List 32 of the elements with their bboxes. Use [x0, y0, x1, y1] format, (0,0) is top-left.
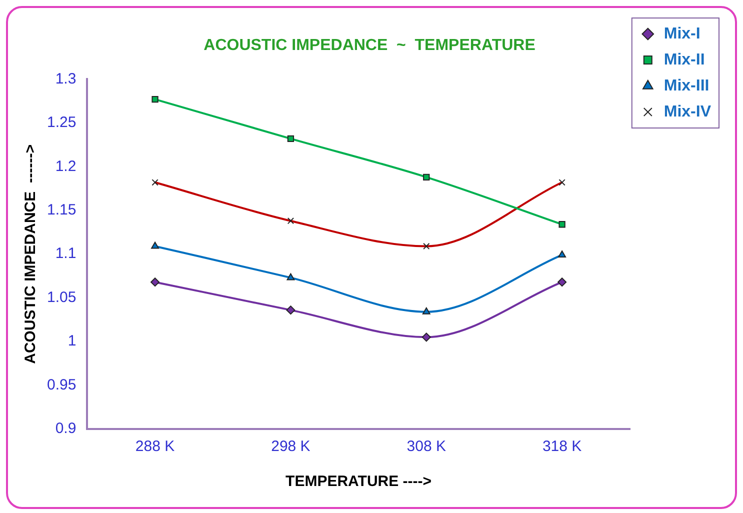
chart-title: ACOUSTIC IMPEDANCE ~ TEMPERATURE [204, 37, 536, 54]
point [286, 306, 296, 315]
y-axis-title: ACOUSTIC IMPEDANCE ------> [22, 144, 40, 364]
x-tick-label: 298 K [271, 438, 310, 456]
y-tick-label: 1 [68, 332, 76, 350]
point [422, 332, 431, 342]
legend-label: Mix-I [664, 25, 700, 42]
point [422, 307, 430, 314]
y-tick-label: 1.2 [55, 158, 76, 175]
point [151, 242, 159, 249]
y-tick-label: 0.95 [46, 376, 76, 394]
point [152, 96, 158, 103]
point [558, 250, 566, 258]
point [558, 278, 567, 287]
point [286, 273, 295, 280]
y-tick-label: 1.15 [46, 202, 76, 219]
legend-label: Mix-IV [664, 103, 712, 120]
y-tick-label: 1.05 [46, 288, 76, 306]
point [423, 174, 430, 180]
legend-label: Mix-III [664, 77, 710, 94]
x-tick-label: 318 K [542, 438, 582, 456]
point [558, 221, 566, 228]
point [150, 278, 160, 287]
y-tick-label: 1.3 [55, 70, 76, 88]
legend-label: Mix-II [664, 51, 705, 68]
x-axis-title: TEMPERATURE ----> [286, 473, 432, 490]
point [287, 135, 294, 142]
x-tick-label: 308 K [406, 438, 446, 456]
x-tick-label: 288 K [135, 438, 175, 456]
y-tick-label: 0.9 [55, 420, 76, 438]
y-tick-label: 1.1 [55, 245, 76, 262]
y-tick-label: 1.25 [46, 114, 76, 132]
